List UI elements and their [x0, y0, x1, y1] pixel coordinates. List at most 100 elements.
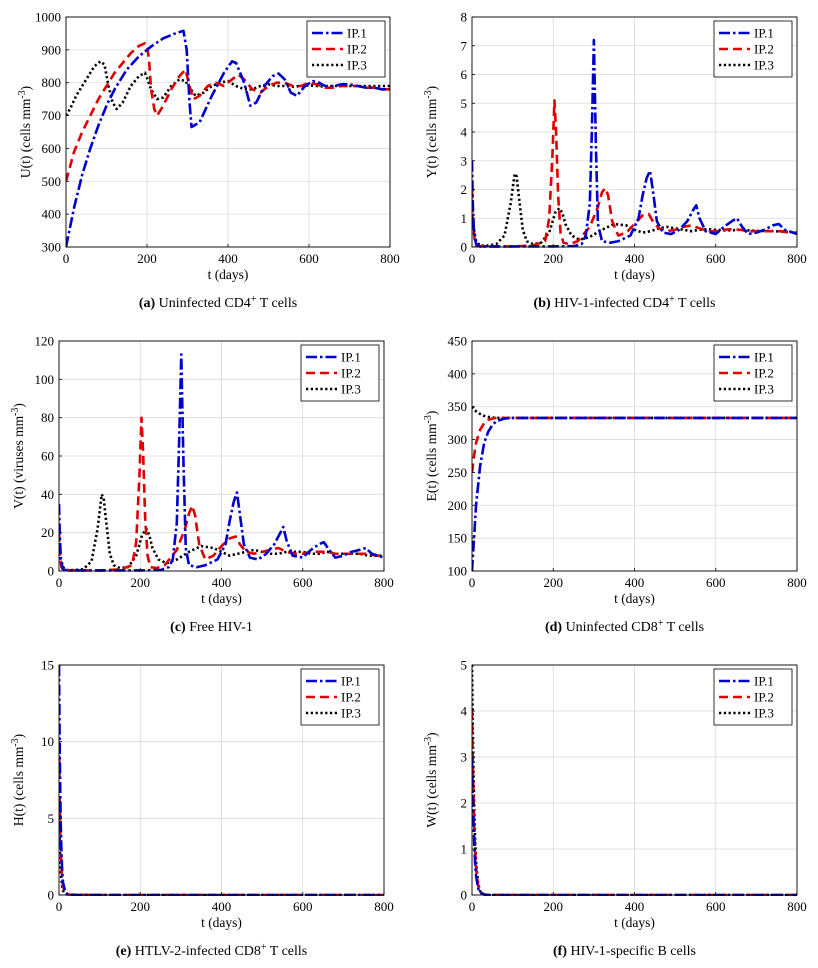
y-tick-label: 800	[42, 75, 62, 90]
panel-d: 0 200 400 600 800 100 150 200 250 300 350 400 450 t (…	[423, 334, 807, 636]
panel-caption: (e) HTLV-2-infected CD8+ T cells	[116, 942, 308, 959]
y-tick-label: 400	[42, 207, 62, 222]
legend-box	[300, 344, 380, 402]
x-axis-label: t (days)	[614, 915, 655, 930]
x-tick-label: 0	[469, 575, 476, 590]
series-line-ip2	[59, 416, 384, 572]
panel-caption: (b) HIV-1-infected CD4+ T cells	[534, 294, 716, 311]
legend: IP.1IP.2IP.3	[713, 344, 793, 402]
legend-label: IP.2	[341, 690, 361, 705]
x-axis-label: t (days)	[614, 267, 655, 282]
panel-e: 0 200 400 600 800 0 5 10 15 t (days) H(t) (cells m…	[10, 658, 394, 960]
y-tick-label: 8	[461, 10, 468, 25]
legend-label: IP.2	[754, 690, 774, 705]
y-tick-label: 80	[41, 410, 54, 425]
y-axis-label: E(t) (cells mm-3)	[423, 411, 439, 502]
x-tick-label: 400	[625, 899, 645, 914]
legend: IP.1IP.2IP.3	[713, 20, 793, 78]
legend: IP.1IP.2IP.3	[306, 20, 386, 78]
y-tick-label: 5	[461, 96, 468, 111]
panel-f: 0 200 400 600 800 0 1 2 3 4 5 t (days) W(t) (cells m…	[423, 658, 807, 960]
x-tick-label: 600	[293, 575, 313, 590]
y-tick-label: 350	[448, 399, 468, 414]
y-tick-label: 1	[461, 211, 468, 226]
y-tick-label: 700	[42, 108, 62, 123]
y-tick-label: 0	[48, 888, 55, 903]
legend-label: IP.3	[341, 382, 361, 397]
legend-label: IP.2	[347, 42, 367, 57]
x-tick-label: 400	[625, 251, 645, 266]
legend-label: IP.3	[754, 58, 774, 73]
legend-label: IP.2	[754, 366, 774, 381]
x-tick-label: 400	[212, 575, 232, 590]
x-tick-label: 0	[56, 899, 63, 914]
panel-caption: (a) Uninfected CD4+ T cells	[139, 294, 297, 311]
legend-label: IP.1	[341, 350, 361, 365]
y-axis-label: V(t) (viruses mm-3)	[10, 403, 26, 509]
legend-label: IP.1	[754, 350, 774, 365]
y-tick-label: 300	[42, 240, 62, 255]
legend: IP.1IP.2IP.3	[300, 668, 380, 726]
x-axis-label: t (days)	[208, 267, 249, 282]
legend: IP.1IP.2IP.3	[300, 344, 380, 402]
y-axis-label: W(t) (cells mm-3)	[423, 732, 439, 827]
legend-label: IP.2	[754, 42, 774, 57]
y-tick-label: 4	[461, 125, 468, 140]
y-axis-label: H(t) (cells mm-3)	[10, 734, 26, 826]
legend-label: IP.1	[754, 26, 774, 41]
y-tick-label: 100	[35, 372, 55, 387]
panel-c: 0 200 400 600 800 0 20 40 60 80 100 120 t (days) V(t)…	[10, 334, 394, 636]
x-tick-label: 400	[218, 251, 238, 266]
y-axis-label: U(t) (cells mm-3)	[17, 86, 33, 178]
x-tick-label: 400	[212, 899, 232, 914]
y-tick-label: 2	[461, 182, 468, 197]
y-tick-label: 60	[41, 449, 54, 464]
x-tick-label: 800	[374, 899, 394, 914]
x-tick-label: 600	[706, 251, 726, 266]
panel-b: 0 200 400 600 800 0 1 2 3 4 5 6 7 8 t (days) Y(t) (cell…	[423, 10, 807, 312]
y-tick-label: 300	[448, 432, 468, 447]
y-tick-label: 15	[41, 658, 54, 673]
y-tick-label: 0	[461, 240, 468, 255]
x-tick-label: 800	[787, 899, 807, 914]
x-axis-label: t (days)	[614, 591, 655, 606]
x-tick-label: 800	[787, 251, 807, 266]
x-tick-label: 800	[380, 251, 400, 266]
x-tick-label: 600	[706, 575, 726, 590]
x-tick-label: 200	[131, 899, 151, 914]
x-tick-label: 800	[787, 575, 807, 590]
series-line-ip3	[59, 493, 384, 572]
x-tick-label: 400	[625, 575, 645, 590]
y-tick-label: 500	[42, 174, 62, 189]
legend-label: IP.1	[754, 674, 774, 689]
legend-box	[713, 20, 793, 78]
series-line-ip1	[472, 416, 797, 572]
y-tick-label: 150	[448, 531, 468, 546]
y-tick-label: 7	[461, 38, 468, 53]
legend-label: IP.1	[341, 674, 361, 689]
x-tick-label: 0	[56, 575, 63, 590]
x-tick-label: 200	[137, 251, 157, 266]
y-tick-label: 3	[461, 750, 468, 765]
x-tick-label: 200	[131, 575, 151, 590]
series-line-ip2	[66, 41, 390, 182]
legend-label: IP.2	[341, 366, 361, 381]
y-tick-label: 4	[461, 704, 468, 719]
y-tick-label: 3	[461, 153, 468, 168]
y-tick-label: 6	[461, 67, 468, 82]
panel-a: 0 200 400 600 800 300 400 500 600 700 800 900 1000 t …	[17, 10, 400, 312]
y-tick-label: 5	[48, 811, 55, 826]
x-tick-label: 600	[293, 899, 313, 914]
x-tick-label: 800	[374, 575, 394, 590]
x-axis-label: t (days)	[201, 915, 242, 930]
y-tick-label: 10	[41, 734, 54, 749]
x-tick-label: 0	[63, 251, 70, 266]
panel-caption: (d) Uninfected CD8+ T cells	[545, 618, 704, 635]
legend-label: IP.3	[754, 382, 774, 397]
panel-caption: (f) HIV-1-specific B cells	[553, 944, 696, 959]
x-tick-label: 0	[469, 899, 476, 914]
panel-caption: (c) Free HIV-1	[170, 620, 253, 635]
y-tick-label: 1	[461, 842, 468, 857]
y-tick-label: 0	[48, 564, 55, 579]
x-tick-label: 200	[544, 575, 564, 590]
